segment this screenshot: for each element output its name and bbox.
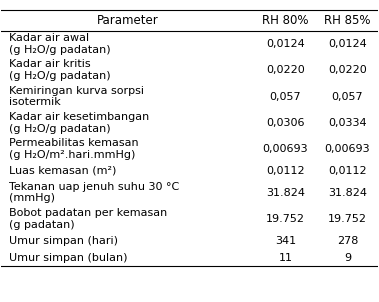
Text: Kadar air awal: Kadar air awal xyxy=(9,33,89,43)
Text: Luas kemasan (m²): Luas kemasan (m²) xyxy=(9,166,116,176)
Text: 0,0124: 0,0124 xyxy=(328,39,367,49)
Text: 9: 9 xyxy=(344,253,351,263)
Text: Umur simpan (bulan): Umur simpan (bulan) xyxy=(9,253,127,263)
Text: RH 85%: RH 85% xyxy=(324,14,371,27)
Text: 0,00693: 0,00693 xyxy=(325,144,370,154)
Text: isotermik: isotermik xyxy=(9,97,61,107)
Text: (g padatan): (g padatan) xyxy=(9,220,75,230)
Text: Bobot padatan per kemasan: Bobot padatan per kemasan xyxy=(9,208,167,218)
Text: Permeabilitas kemasan: Permeabilitas kemasan xyxy=(9,138,139,148)
Text: Kadar air kritis: Kadar air kritis xyxy=(9,59,91,69)
Text: 0,0220: 0,0220 xyxy=(328,65,367,75)
Text: 0,0124: 0,0124 xyxy=(266,39,305,49)
Text: (g H₂O/m².hari.mmHg): (g H₂O/m².hari.mmHg) xyxy=(9,150,135,160)
Text: Umur simpan (hari): Umur simpan (hari) xyxy=(9,236,118,246)
Text: 278: 278 xyxy=(337,236,358,246)
Text: Tekanan uap jenuh suhu 30 °C: Tekanan uap jenuh suhu 30 °C xyxy=(9,182,179,192)
Text: (g H₂O/g padatan): (g H₂O/g padatan) xyxy=(9,45,111,55)
Text: Parameter: Parameter xyxy=(97,14,158,27)
Text: 31.824: 31.824 xyxy=(266,188,305,198)
Text: 0,0334: 0,0334 xyxy=(328,118,367,128)
Text: 31.824: 31.824 xyxy=(328,188,367,198)
Text: 0,057: 0,057 xyxy=(269,92,301,101)
Text: 11: 11 xyxy=(279,253,293,263)
Text: Kadar air kesetimbangan: Kadar air kesetimbangan xyxy=(9,112,149,122)
Text: 0,0220: 0,0220 xyxy=(266,65,305,75)
Text: (mmHg): (mmHg) xyxy=(9,193,55,203)
Text: RH 80%: RH 80% xyxy=(262,14,309,27)
Text: 19.752: 19.752 xyxy=(328,214,367,224)
Text: 0,0112: 0,0112 xyxy=(328,166,367,176)
Text: 19.752: 19.752 xyxy=(266,214,305,224)
Text: (g H₂O/g padatan): (g H₂O/g padatan) xyxy=(9,71,111,81)
Text: 341: 341 xyxy=(275,236,296,246)
Text: 0,057: 0,057 xyxy=(332,92,363,101)
Text: 0,0306: 0,0306 xyxy=(266,118,305,128)
Text: 0,00693: 0,00693 xyxy=(263,144,308,154)
Text: 0,0112: 0,0112 xyxy=(266,166,305,176)
Text: Kemiringan kurva sorpsi: Kemiringan kurva sorpsi xyxy=(9,86,144,96)
Text: (g H₂O/g padatan): (g H₂O/g padatan) xyxy=(9,124,111,134)
